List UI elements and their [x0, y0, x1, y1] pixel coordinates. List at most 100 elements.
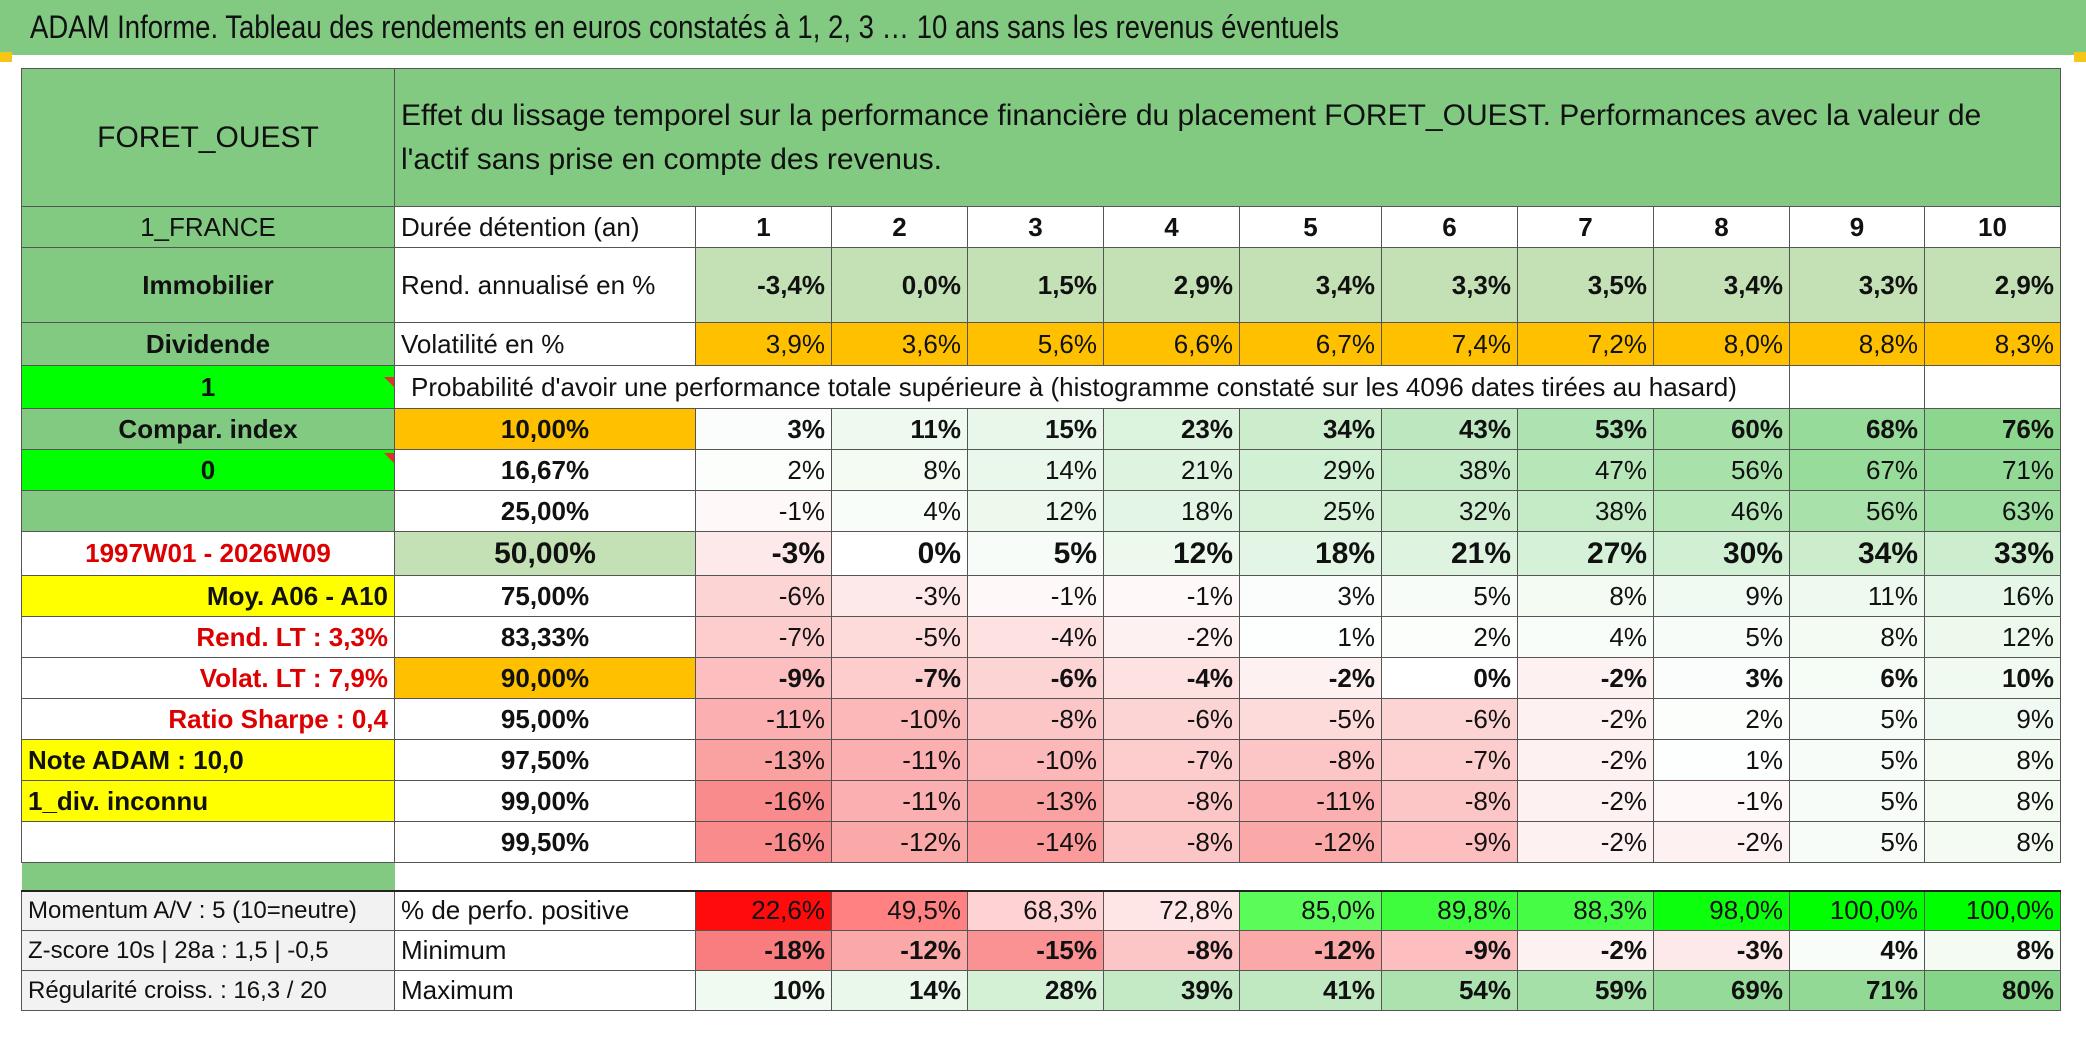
probability-rows: Compar. index 10,00% 3% 11% 15% 23% 34% 43% 53% 6… — [21, 408, 2061, 863]
threshold-percent: 75,00% — [394, 575, 696, 617]
probability-cell: -8% — [1239, 739, 1382, 781]
probability-cell: -6% — [967, 657, 1104, 699]
probability-cell: -6% — [695, 575, 832, 617]
probability-cell: 3% — [695, 408, 832, 450]
empty-cell — [1924, 365, 2061, 409]
rend-cell: 2,9% — [1103, 247, 1240, 323]
probability-cell: 4% — [831, 490, 968, 532]
probability-cell: -12% — [831, 821, 968, 863]
positive-cell: 49,5% — [831, 889, 968, 931]
dividend-label: Dividende — [21, 322, 395, 366]
rend-cell: 3,3% — [1789, 247, 1925, 323]
probability-cell: 15% — [967, 408, 1104, 450]
period-label: 1997W01 - 2026W09 — [21, 531, 395, 576]
probability-cell: -2% — [1517, 821, 1654, 863]
threshold-percent: 95,00% — [394, 698, 696, 740]
probability-cell: -6% — [1381, 698, 1518, 740]
country-label: 1_FRANCE — [21, 206, 395, 248]
volat-lt-label: Volat. LT : 7,9% — [21, 657, 395, 699]
probability-row: Rend. LT : 3,3% 83,33% -7% -5% -4% -2% 1% 2% 4% 5… — [21, 616, 2061, 658]
probability-cell: 23% — [1103, 408, 1240, 450]
probability-cell: -2% — [1653, 821, 1790, 863]
probability-cell: 43% — [1381, 408, 1518, 450]
probability-cell: 5% — [1789, 698, 1925, 740]
input-zero[interactable]: 0 — [21, 449, 395, 491]
probability-cell: -4% — [967, 616, 1104, 658]
probability-row: Volat. LT : 7,9% 90,00% -9% -7% -6% -4% -2% 0% -… — [21, 657, 2061, 699]
probability-row: 99,50% -16% -12% -14% -8% -12% -9% -2% -2% 5% 8% — [21, 821, 2061, 863]
probability-cell: 67% — [1789, 449, 1925, 491]
threshold-percent: 16,67% — [394, 449, 696, 491]
year-header: 9 — [1789, 206, 1925, 248]
probability-cell: 46% — [1653, 490, 1790, 532]
probability-cell: -7% — [695, 616, 832, 658]
comment-marker — [384, 453, 394, 463]
probability-cell: 21% — [1381, 531, 1518, 576]
probability-row: Ratio Sharpe : 0,4 95,00% -11% -10% -8% -6% -5… — [21, 698, 2061, 740]
rend-cell: 3,5% — [1517, 247, 1654, 323]
dividend-info-label: 1_div. inconnu — [21, 780, 395, 822]
maximum-cell: 41% — [1239, 970, 1382, 1011]
probability-cell: -1% — [1653, 780, 1790, 822]
rend-cell: 0,0% — [831, 247, 968, 323]
input-one[interactable]: 1 — [21, 365, 395, 409]
threshold-percent: 50,00% — [394, 531, 696, 576]
volat-cell: 7,4% — [1381, 322, 1518, 366]
compar-index-label: Compar. index — [21, 408, 395, 450]
probability-cell: 8% — [831, 449, 968, 491]
probability-cell: -7% — [831, 657, 968, 699]
maximum-cell: 10% — [695, 970, 832, 1011]
positive-cell: 100,0% — [1789, 889, 1925, 931]
probability-row: 0 16,67% 2% 8% 14% 21% 29% 38% 47% 56% 67% 71% — [21, 449, 2061, 491]
probability-cell: 14% — [967, 449, 1104, 491]
probability-cell: -6% — [1103, 698, 1240, 740]
positive-cell: 98,0% — [1653, 889, 1790, 931]
probability-cell: 5% — [1789, 739, 1925, 781]
probability-cell: 18% — [1103, 490, 1240, 532]
probability-cell: 8% — [1924, 821, 2061, 863]
rend-cell: 3,4% — [1239, 247, 1382, 323]
probability-cell: -13% — [695, 739, 832, 781]
probability-cell: -2% — [1517, 780, 1654, 822]
minimum-cell: -18% — [695, 930, 832, 971]
probability-cell: 5% — [1789, 780, 1925, 822]
probability-cell: 68% — [1789, 408, 1925, 450]
minimum-cell: 4% — [1789, 930, 1925, 971]
title-bar: ADAM Informe. Tableau des rendements en … — [0, 0, 2086, 55]
volat-row: Dividende Volatilité en % 3,9% 3,6% 5,6%… — [21, 322, 2061, 366]
rend-lt-label: Rend. LT : 3,3% — [21, 616, 395, 658]
probability-row: 25,00% -1% 4% 12% 18% 25% 32% 38% 46% 56% 63% — [21, 490, 2061, 532]
probability-cell: 47% — [1517, 449, 1654, 491]
volat-cell: 6,7% — [1239, 322, 1382, 366]
probability-cell: 76% — [1924, 408, 2061, 450]
maximum-cell: 54% — [1381, 970, 1518, 1011]
maximum-cell: 28% — [967, 970, 1104, 1011]
probability-cell: -12% — [1239, 821, 1382, 863]
probability-cell: -11% — [831, 739, 968, 781]
positive-row: Momentum A/V : 5 (10=neutre) % de perfo.… — [21, 889, 2061, 931]
maximum-cell: 14% — [831, 970, 968, 1011]
probability-cell: -8% — [967, 698, 1104, 740]
threshold-percent: 99,50% — [394, 821, 696, 863]
empty-cell — [1789, 365, 1925, 409]
probability-cell: 33% — [1924, 531, 2061, 576]
note-adam-label: Note ADAM : 10,0 — [21, 739, 395, 781]
rend-label: Rend. annualisé en % — [394, 247, 696, 323]
probability-cell: 11% — [1789, 575, 1925, 617]
year-header: 6 — [1381, 206, 1518, 248]
probability-cell: 8% — [1789, 616, 1925, 658]
rend-row: Immobilier Rend. annualisé en % -3,4% 0,… — [21, 247, 2061, 323]
probability-cell: 56% — [1653, 449, 1790, 491]
sharpe-label: Ratio Sharpe : 0,4 — [21, 698, 395, 740]
positive-cell: 100,0% — [1924, 889, 2061, 931]
probability-cell: 30% — [1653, 531, 1790, 576]
probability-row: Compar. index 10,00% 3% 11% 15% 23% 34% 43% 53% 6… — [21, 408, 2061, 450]
probability-cell: 6% — [1789, 657, 1925, 699]
probability-cell: 0% — [1381, 657, 1518, 699]
year-header: 2 — [831, 206, 968, 248]
probability-cell: -11% — [831, 780, 968, 822]
rend-cell: 3,4% — [1653, 247, 1790, 323]
probability-cell: -10% — [831, 698, 968, 740]
probability-cell: 38% — [1381, 449, 1518, 491]
probability-cell: 0% — [831, 531, 968, 576]
